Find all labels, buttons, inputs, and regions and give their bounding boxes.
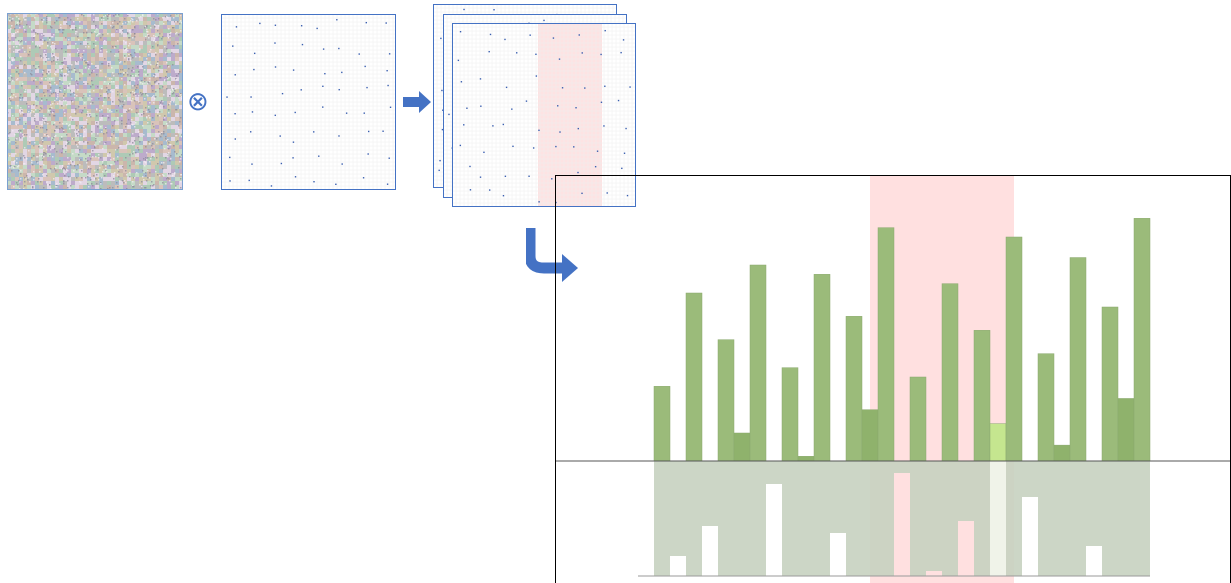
lower-bar — [942, 461, 958, 576]
lower-bar — [654, 461, 670, 576]
upper-bar — [909, 376, 927, 462]
stacked-pages — [430, 3, 640, 213]
lower-bar — [1006, 461, 1022, 576]
lower-bar — [910, 461, 926, 576]
lower-bar — [798, 461, 814, 576]
lower-bar — [1118, 461, 1134, 576]
upper-bar — [1117, 398, 1135, 462]
upper-bar — [749, 264, 767, 462]
lower-bar — [718, 461, 734, 576]
upper-bar — [989, 423, 1007, 462]
operator-symbol: ⊗ — [187, 87, 209, 117]
lower-bar — [670, 461, 686, 556]
lower-bar — [1086, 461, 1102, 546]
upper-bar — [1053, 444, 1071, 462]
lower-bar — [1134, 461, 1150, 576]
lower-bar — [734, 461, 750, 576]
lower-bar — [974, 461, 990, 576]
noise-image — [7, 13, 183, 190]
lower-bar — [878, 461, 894, 576]
upper-bar — [1037, 353, 1055, 462]
lower-bar — [1054, 461, 1070, 576]
upper-bar — [941, 283, 959, 462]
lower-bar — [1070, 461, 1086, 576]
lower-bar — [846, 461, 862, 576]
lower-bar — [894, 461, 910, 473]
lower-bar — [1102, 461, 1118, 576]
lower-bar — [686, 461, 702, 576]
upper-bar — [717, 339, 735, 462]
lower-bar — [926, 461, 942, 571]
lower-bar — [814, 461, 830, 576]
lower-bar — [830, 461, 846, 533]
lower-bar — [958, 461, 974, 521]
lower-bar — [702, 461, 718, 526]
upper-bar — [653, 386, 671, 462]
stacked-pages-icon — [433, 4, 636, 207]
upper-bar — [685, 292, 703, 462]
noise-texture-icon — [7, 13, 183, 190]
upper-bar — [1101, 306, 1119, 462]
lower-bar — [990, 461, 1006, 576]
upper-bar — [1069, 257, 1087, 462]
lower-bar — [750, 461, 766, 576]
sparse-pattern — [221, 14, 396, 190]
upper-bar — [1005, 236, 1023, 462]
lower-bar — [862, 461, 878, 576]
sparse-dot-grid-icon — [221, 14, 396, 190]
upper-bar — [733, 432, 751, 462]
upper-bar — [877, 227, 895, 462]
curved-arrow-down-right-icon — [526, 226, 582, 284]
upper-bar — [797, 456, 815, 462]
upper-bar — [813, 274, 831, 462]
upper-bar — [781, 367, 799, 462]
upper-bar — [973, 330, 991, 462]
upper-bar — [1133, 218, 1151, 462]
upper-bar — [845, 316, 863, 462]
upper-bar — [861, 409, 879, 462]
lower-bar — [766, 461, 782, 484]
lower-bar — [1038, 461, 1054, 576]
lower-bar — [782, 461, 798, 576]
bar-chart-panel — [555, 175, 1231, 583]
stacked-page — [452, 23, 636, 207]
bar-chart — [555, 175, 1231, 583]
arrow-right-icon — [403, 91, 431, 113]
lower-bar — [1022, 461, 1038, 497]
